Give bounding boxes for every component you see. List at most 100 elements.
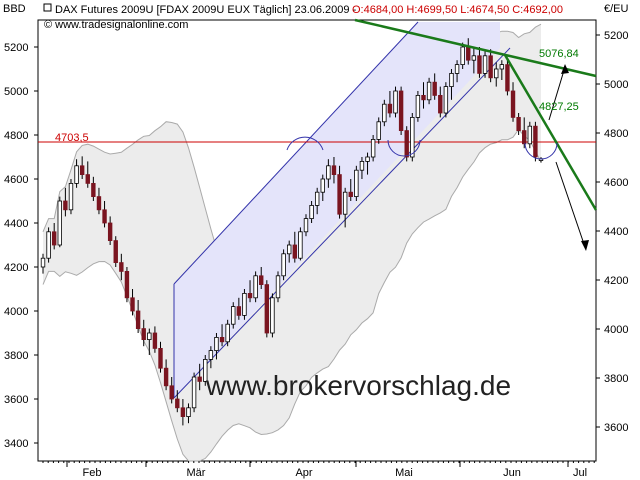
candle-down xyxy=(135,310,141,330)
candle-up xyxy=(415,95,421,118)
copyright-text: © www.tradesignalonline.com xyxy=(44,19,188,31)
right-axis-tick-label: 3800 xyxy=(604,373,628,385)
candle-down xyxy=(522,130,527,145)
right-axis-tick-label: 4000 xyxy=(604,324,628,336)
candle-down xyxy=(180,407,186,417)
candle-down xyxy=(505,64,510,92)
candle-up xyxy=(354,169,359,197)
candle-down xyxy=(141,328,146,341)
candle-up xyxy=(40,257,46,268)
arrow-up-head xyxy=(561,64,569,74)
candle-up xyxy=(393,90,398,114)
candle-down xyxy=(259,275,264,285)
green-resistance-trendline xyxy=(354,18,597,78)
candle-down xyxy=(91,182,96,197)
candle-down xyxy=(387,103,393,114)
left-axis-tick-label: 4800 xyxy=(4,130,28,142)
circle-mark-apr xyxy=(286,136,324,151)
arrow-down-line xyxy=(555,161,586,248)
candle-up xyxy=(326,165,331,180)
candle-up xyxy=(303,218,309,233)
circle-mark-jun xyxy=(524,142,558,160)
candle-down xyxy=(264,284,270,334)
candle-up xyxy=(359,160,365,171)
candle-down xyxy=(421,95,426,101)
candle-down xyxy=(124,270,130,299)
candle-up xyxy=(214,336,219,351)
resistance-label: 4703,5 xyxy=(55,132,89,144)
left-axis-tick-label: 3600 xyxy=(4,394,28,406)
candle-down xyxy=(477,55,482,74)
candle-up xyxy=(382,103,387,123)
candle-up xyxy=(342,191,348,215)
circle-mark-mai xyxy=(387,139,421,157)
candle-down xyxy=(102,209,107,224)
candle-down xyxy=(348,191,353,197)
candle-up xyxy=(370,138,376,158)
left-axis-tick-label: 4200 xyxy=(4,262,28,274)
candle-down xyxy=(85,174,90,184)
channel-lower-line xyxy=(173,47,511,399)
right-axis-tick-label: 5200 xyxy=(604,30,628,42)
candle-down xyxy=(158,347,163,369)
candle-up xyxy=(499,64,505,70)
candle-down xyxy=(331,165,337,176)
left-axis-label: BBD xyxy=(3,3,26,15)
right-axis-label: €/EU xyxy=(604,3,629,15)
x-axis-tick-label: Apr xyxy=(295,467,312,479)
left-axis-tick-label: 3800 xyxy=(4,350,28,362)
candle-up xyxy=(203,358,208,382)
candle-up xyxy=(231,306,236,325)
candle-up xyxy=(57,200,62,246)
candle-down xyxy=(236,306,242,316)
candle-up xyxy=(426,81,432,101)
candle-up xyxy=(443,86,449,114)
left-axis-tick-label: 3400 xyxy=(4,438,28,450)
right-axis-tick-label: 4600 xyxy=(604,177,628,189)
left-axis-tick-label: 4600 xyxy=(4,174,28,186)
candle-down xyxy=(113,240,118,264)
candle-up xyxy=(242,292,247,316)
candle-down xyxy=(163,367,169,387)
candle-up xyxy=(449,73,454,88)
header-icon xyxy=(43,3,52,12)
target-label-5076: 5076,84 xyxy=(539,48,579,60)
candle-up xyxy=(494,68,499,79)
candle-down xyxy=(96,196,102,211)
candle-up xyxy=(68,182,74,211)
candle-down xyxy=(63,200,68,211)
candle-down xyxy=(404,130,409,158)
candle-down xyxy=(175,398,180,409)
candle-up xyxy=(482,55,488,74)
candle-up xyxy=(298,231,303,259)
candle-up xyxy=(314,191,320,206)
header-title: DAX Futures 2009U [FDAX 2009U EUX Täglic… xyxy=(55,4,357,16)
candle-down xyxy=(130,297,135,312)
candle-down xyxy=(533,125,538,158)
target-label-4827: 4827,25 xyxy=(539,101,579,113)
candle-down xyxy=(432,81,437,96)
candle-down xyxy=(219,336,225,343)
candle-down xyxy=(516,117,521,132)
candle-down xyxy=(337,174,342,215)
right-axis-tick-label: 3600 xyxy=(604,422,628,434)
candle-up xyxy=(191,376,197,409)
candle-down xyxy=(152,332,158,349)
left-axis-tick-label: 4400 xyxy=(4,218,28,230)
arrow-up-line xyxy=(548,66,566,121)
candle-up xyxy=(46,231,51,259)
candle-up xyxy=(281,253,286,277)
candle-down xyxy=(438,95,443,114)
candle-up xyxy=(365,156,370,162)
candle-up xyxy=(74,165,79,184)
candle-up xyxy=(270,297,275,334)
left-axis-tick-label: 4000 xyxy=(4,306,28,318)
candle-up xyxy=(454,64,460,74)
arrow-down-head xyxy=(581,240,589,251)
candle-up xyxy=(287,244,292,255)
candle-down xyxy=(197,376,202,382)
candle-up xyxy=(460,46,465,66)
header-ohlc: O:4684,00 H:4699,50 L:4674,50 C:4692,00 xyxy=(352,4,563,16)
left-axis: 3400 3600 3800 4000 4200 4400 4600 4800 5000 5200 xyxy=(4,42,38,450)
